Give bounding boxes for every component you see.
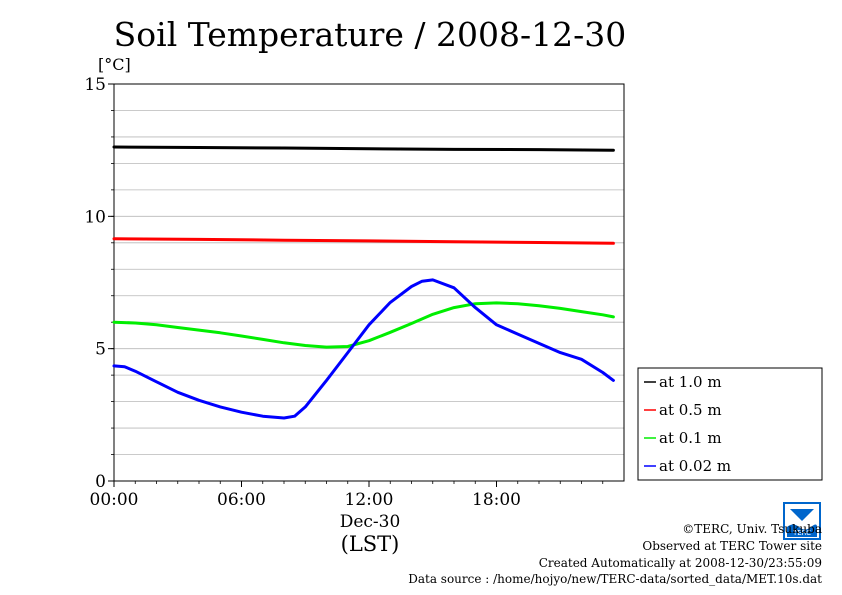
legend-entry-3: at 0.02 m <box>659 457 731 475</box>
y-unit-label: [°C] <box>98 55 131 74</box>
y-tick-label: 0 <box>95 472 106 492</box>
footer-copyright: ©TERC, Univ. Tsukuba <box>682 522 822 536</box>
x-axis-label: (LST) <box>341 532 400 556</box>
terc-logo: TERC <box>783 502 821 540</box>
legend-entry-2: at 0.1 m <box>659 429 722 447</box>
y-tick-label: 15 <box>84 75 106 95</box>
legend-entry-1: at 0.5 m <box>659 401 722 419</box>
x-date-label: Dec-30 <box>340 512 401 532</box>
series-line-3 <box>112 278 615 420</box>
y-tick-label: 10 <box>84 207 106 227</box>
x-tick-label: 00:00 <box>90 490 139 510</box>
terc-logo-wave-icon <box>787 524 817 537</box>
legend: at 1.0 m at 0.5 m at 0.1 m at 0.02 m <box>637 367 823 481</box>
series-line-0 <box>112 145 615 152</box>
legend-box <box>637 367 823 481</box>
footer-created: Created Automatically at 2008-12-30/23:5… <box>539 556 822 570</box>
series-line-1 <box>112 237 615 245</box>
y-axis: 0 5 10 15 <box>84 75 114 492</box>
plot-frame <box>113 83 625 482</box>
footer-observed: Observed at TERC Tower site <box>642 539 822 553</box>
terc-logo-triangle-icon <box>790 509 814 521</box>
x-tick-label: 18:00 <box>472 490 521 510</box>
legend-entry-0: at 1.0 m <box>659 373 722 391</box>
y-tick-label: 5 <box>95 340 106 360</box>
x-tick-label: 12:00 <box>345 490 394 510</box>
footer-source: Data source : /home/hojyo/new/TERC-data/… <box>408 572 822 586</box>
series-line-2 <box>112 301 615 349</box>
grid <box>114 110 624 455</box>
x-tick-label: 06:00 <box>217 490 266 510</box>
x-axis: 00:00 06:00 12:00 18:00 <box>90 481 604 510</box>
series-lines <box>112 145 615 420</box>
terc-logo-text: TERC <box>792 529 811 537</box>
chart-title: Soil Temperature / 2008-12-30 <box>114 15 627 54</box>
